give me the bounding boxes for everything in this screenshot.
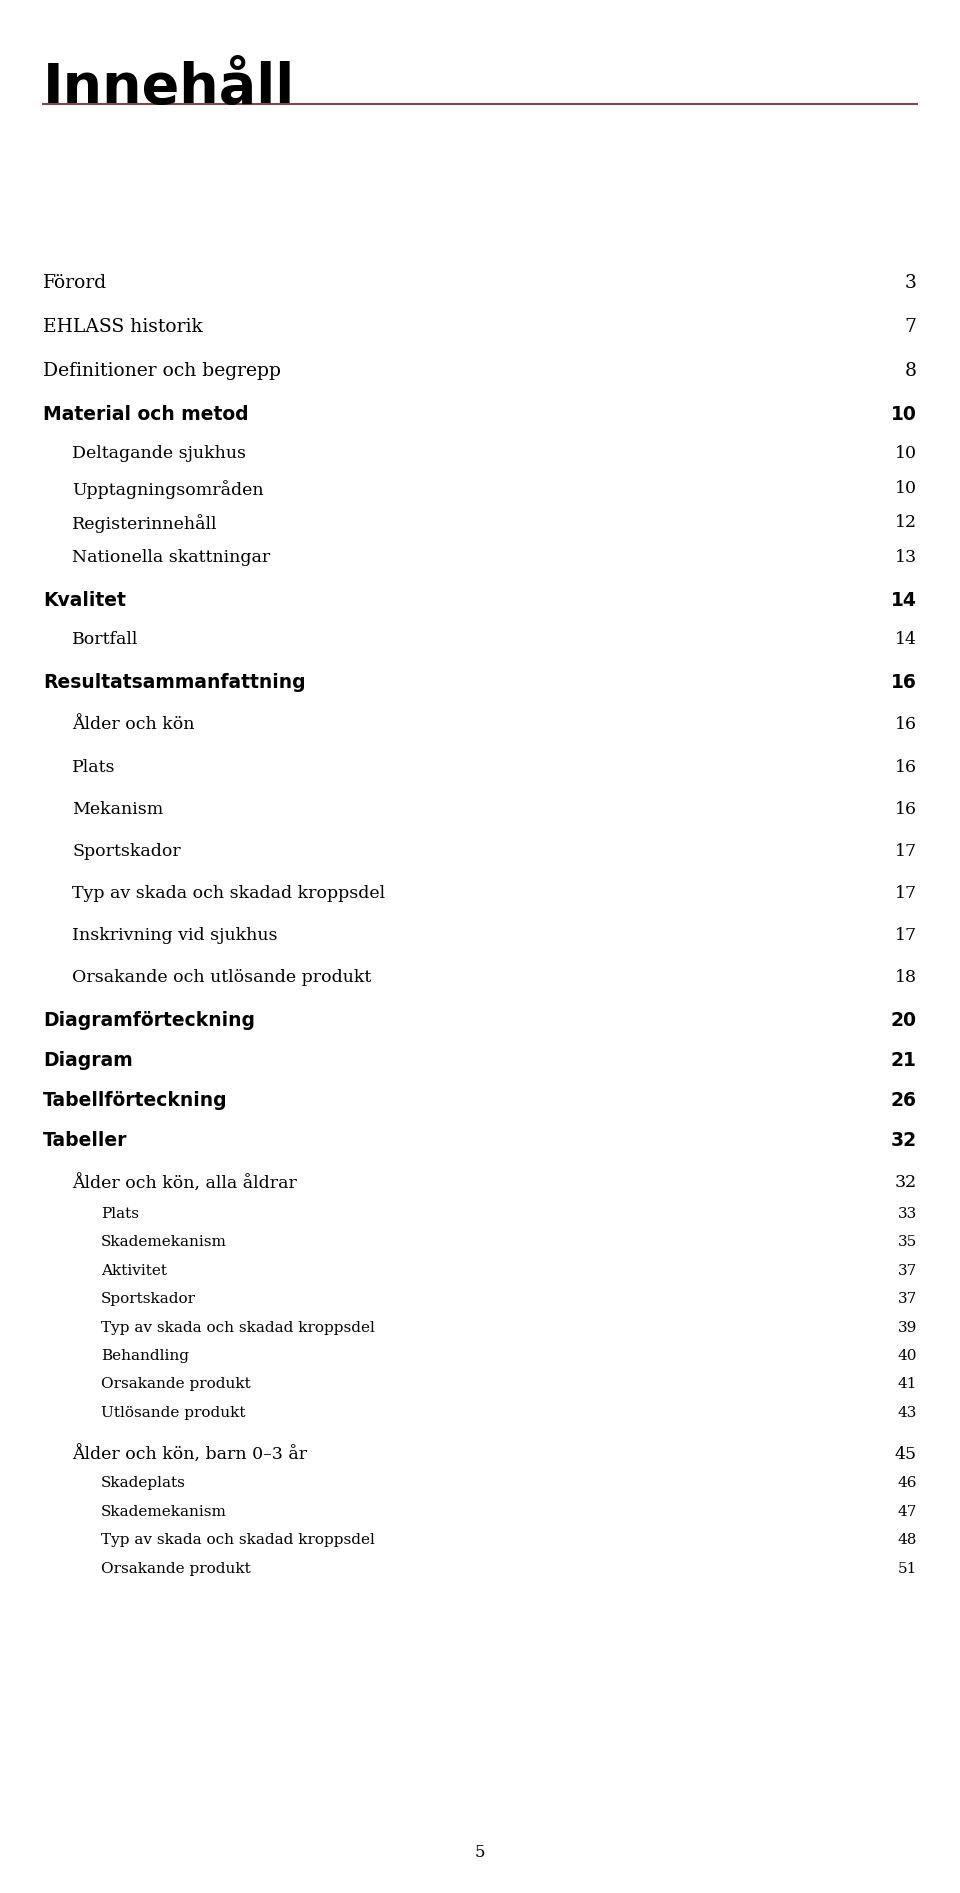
Text: Ålder och kön, barn 0–3 år: Ålder och kön, barn 0–3 år [72,1446,307,1463]
Text: Skademekanism: Skademekanism [101,1236,227,1249]
Text: 16: 16 [895,716,917,733]
Text: Förord: Förord [43,274,108,293]
Text: Resultatsammanfattning: Resultatsammanfattning [43,672,306,691]
Text: 48: 48 [898,1533,917,1547]
Text: 16: 16 [895,801,917,818]
Text: 10: 10 [895,445,917,462]
Text: 51: 51 [898,1562,917,1575]
Text: 5: 5 [475,1844,485,1861]
Text: 21: 21 [891,1051,917,1070]
Text: Skadeplats: Skadeplats [101,1477,185,1490]
Text: 10: 10 [891,405,917,424]
Text: 39: 39 [898,1321,917,1335]
Text: Orsakande och utlösande produkt: Orsakande och utlösande produkt [72,969,372,986]
Text: 16: 16 [895,759,917,776]
Text: 45: 45 [895,1446,917,1463]
Text: Diagram: Diagram [43,1051,132,1070]
Text: Sportskador: Sportskador [101,1293,196,1306]
Text: Nationella skattningar: Nationella skattningar [72,549,271,566]
Text: 12: 12 [895,515,917,532]
Text: Material och metod: Material och metod [43,405,249,424]
Text: 26: 26 [891,1090,917,1109]
Text: 7: 7 [904,318,917,337]
Text: 17: 17 [895,884,917,901]
Text: Ålder och kön: Ålder och kön [72,716,195,733]
Text: Behandling: Behandling [101,1350,189,1363]
Text: Typ av skada och skadad kroppsdel: Typ av skada och skadad kroppsdel [101,1321,374,1335]
Text: Mekanism: Mekanism [72,801,163,818]
Text: Inskrivning vid sjukhus: Inskrivning vid sjukhus [72,928,277,945]
Text: Aktivitet: Aktivitet [101,1265,167,1278]
Text: Innehåll: Innehåll [43,61,296,115]
Text: Tabellförteckning: Tabellförteckning [43,1090,228,1109]
Text: 47: 47 [898,1505,917,1518]
Text: Plats: Plats [72,759,115,776]
Text: Orsakande produkt: Orsakande produkt [101,1562,251,1575]
Text: 3: 3 [905,274,917,293]
Text: Plats: Plats [101,1208,139,1221]
Text: 37: 37 [898,1265,917,1278]
Text: 35: 35 [898,1236,917,1249]
Text: Skademekanism: Skademekanism [101,1505,227,1518]
Text: Tabeller: Tabeller [43,1130,128,1149]
Text: 14: 14 [895,630,917,647]
Text: EHLASS historik: EHLASS historik [43,318,203,337]
Text: Orsakande produkt: Orsakande produkt [101,1378,251,1391]
Text: 33: 33 [898,1208,917,1221]
Text: 37: 37 [898,1293,917,1306]
Text: 16: 16 [891,672,917,691]
Text: Typ av skada och skadad kroppsdel: Typ av skada och skadad kroppsdel [101,1533,374,1547]
Text: 18: 18 [895,969,917,986]
Text: 14: 14 [891,591,917,610]
Text: Bortfall: Bortfall [72,630,138,647]
Text: Definitioner och begrepp: Definitioner och begrepp [43,362,281,380]
Text: 46: 46 [898,1477,917,1490]
Text: 32: 32 [895,1174,917,1191]
Text: Upptagningsområden: Upptagningsområden [72,479,264,498]
Text: 8: 8 [904,362,917,380]
Text: 17: 17 [895,842,917,859]
Text: 32: 32 [891,1130,917,1149]
Text: 41: 41 [898,1378,917,1391]
Text: 13: 13 [895,549,917,566]
Text: Deltagande sjukhus: Deltagande sjukhus [72,445,246,462]
Text: 17: 17 [895,928,917,945]
Text: 40: 40 [898,1350,917,1363]
Text: 10: 10 [895,479,917,496]
Text: Utlösande produkt: Utlösande produkt [101,1406,246,1420]
Text: Registerinnehåll: Registerinnehåll [72,515,218,534]
Text: Sportskador: Sportskador [72,842,180,859]
Text: Kvalitet: Kvalitet [43,591,126,610]
Text: 20: 20 [891,1011,917,1030]
Text: 43: 43 [898,1406,917,1420]
Text: Ålder och kön, alla åldrar: Ålder och kön, alla åldrar [72,1174,297,1193]
Text: Typ av skada och skadad kroppsdel: Typ av skada och skadad kroppsdel [72,884,385,901]
Text: Diagramförteckning: Diagramförteckning [43,1011,255,1030]
